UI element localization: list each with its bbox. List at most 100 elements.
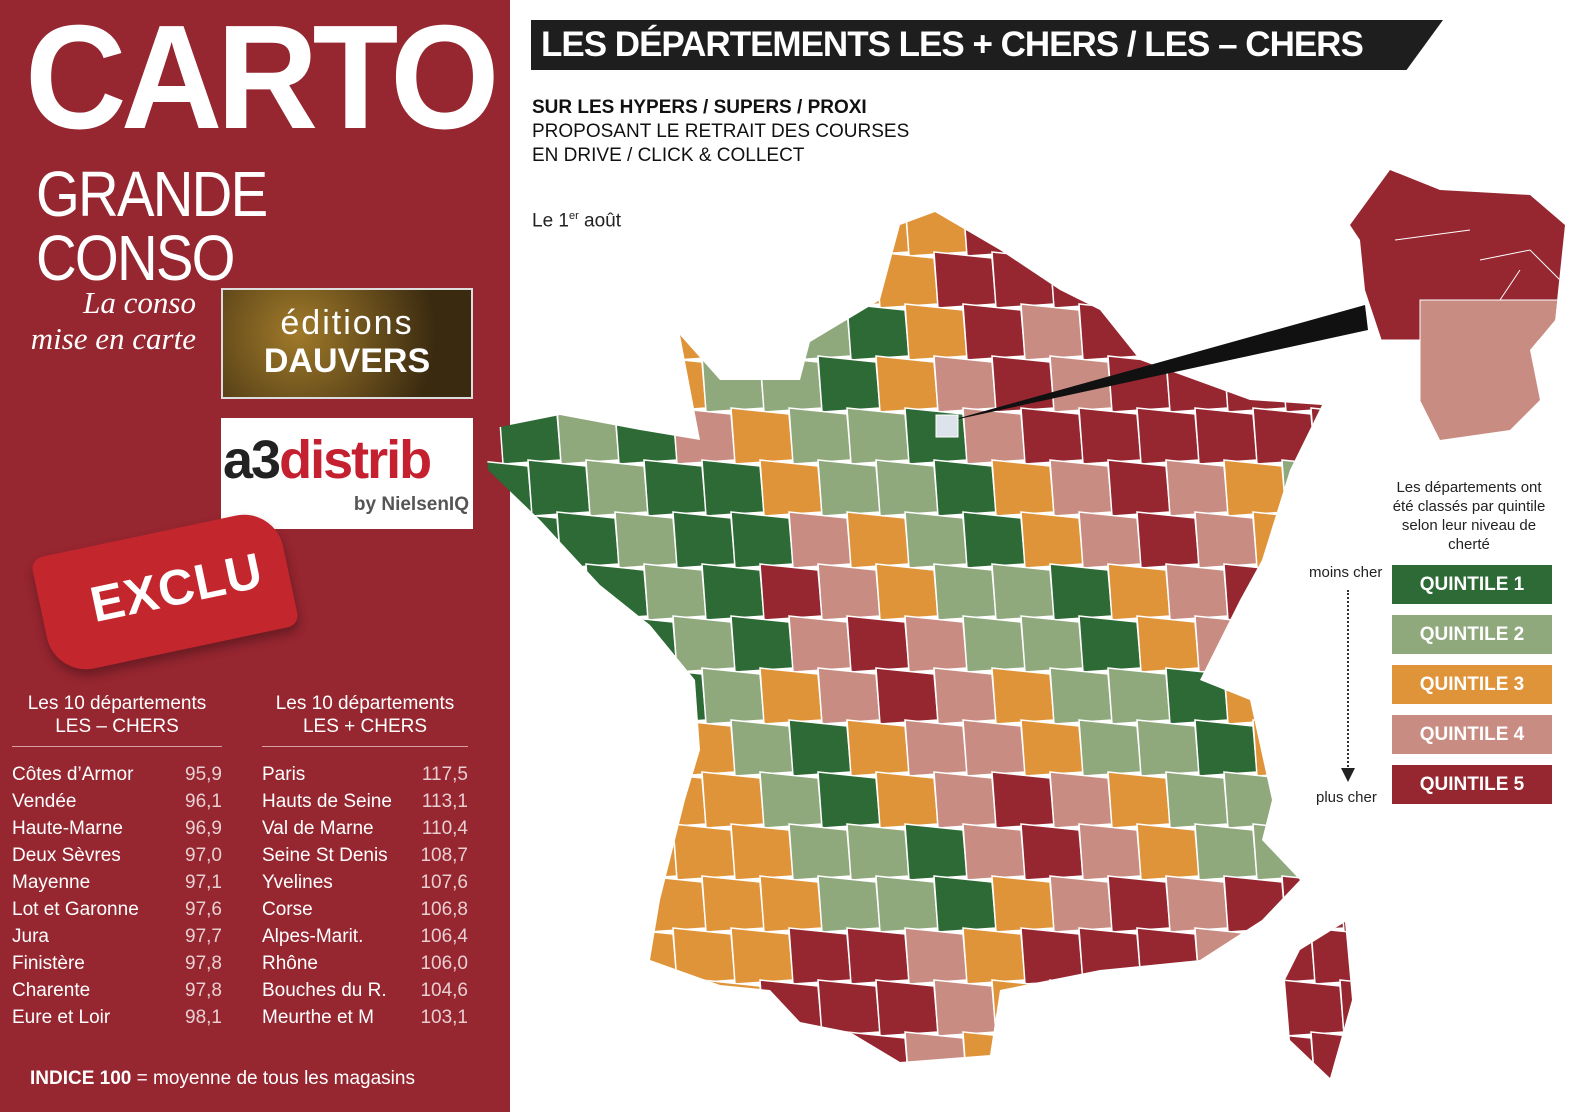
department-index: 104,6 (420, 980, 468, 1001)
department (933, 459, 997, 517)
department (875, 875, 939, 933)
department (1281, 355, 1345, 413)
department (498, 823, 562, 881)
department (614, 407, 678, 465)
department (846, 615, 910, 673)
department (1165, 459, 1229, 517)
department (962, 1031, 1026, 1078)
table-row: Jura 97,7 (12, 925, 222, 952)
department (585, 355, 649, 413)
department (1107, 771, 1171, 829)
department (730, 212, 794, 257)
department (1165, 979, 1229, 1037)
department (643, 771, 707, 829)
department (962, 407, 1026, 465)
department (759, 355, 823, 413)
legend-top-label: moins cher (1309, 564, 1383, 581)
most-expensive-heading: Les 10 départements LES + CHERS (262, 692, 468, 747)
department (1020, 615, 1084, 673)
department (1020, 212, 1084, 257)
department-name: Finistère (12, 953, 85, 974)
department (1369, 1032, 1431, 1088)
department (788, 615, 852, 673)
department (817, 875, 881, 933)
department (672, 1031, 736, 1078)
department (1252, 615, 1316, 673)
legend-bottom-label: plus cher (1316, 789, 1377, 806)
a3distrib-logo: a3distrib by NielsenIQ (221, 418, 473, 529)
department (817, 459, 881, 517)
department (991, 563, 1055, 621)
department (1252, 823, 1316, 881)
department (1078, 407, 1142, 465)
department (1310, 511, 1352, 569)
department (904, 511, 968, 569)
department (643, 459, 707, 517)
department (846, 1031, 910, 1078)
department (759, 563, 823, 621)
department (1049, 771, 1113, 829)
department-index: 107,6 (420, 872, 468, 893)
department (875, 355, 939, 413)
table-row: Deux Sèvres 97,0 (12, 844, 222, 871)
department (846, 823, 910, 881)
brand-subtitle: GRANDE CONSO (36, 158, 268, 294)
dauvers-logo-line1: éditions (280, 304, 414, 342)
department (1020, 927, 1084, 985)
department (730, 303, 794, 361)
department (614, 823, 678, 881)
most-expensive-table: Les 10 départements LES + CHERS Paris 117,… (262, 692, 468, 1033)
department (1194, 407, 1258, 465)
department (1252, 212, 1316, 257)
department (1136, 719, 1200, 777)
department-index: 110,4 (421, 818, 468, 839)
department (498, 407, 562, 465)
left-panel: CARTO GRANDE CONSO La conso mise en carte… (0, 0, 510, 1112)
paris-inset (1350, 170, 1565, 440)
department (1339, 355, 1352, 413)
department (1282, 1084, 1344, 1112)
table-row: Charente 97,8 (12, 979, 222, 1006)
department (759, 667, 823, 725)
department (485, 979, 533, 1037)
department (1165, 875, 1229, 933)
department (701, 771, 765, 829)
department (1136, 407, 1200, 465)
department (1223, 355, 1287, 413)
department (1281, 251, 1345, 309)
department (672, 511, 736, 569)
department-name: Alpes-Marit. (262, 926, 364, 947)
legend-quintile-1: QUINTILE 1 (1392, 565, 1552, 604)
brand-title: CARTO (25, 0, 500, 160)
department (991, 771, 1055, 829)
department (1281, 459, 1345, 517)
department (1165, 251, 1229, 309)
department (1339, 979, 1352, 1037)
department (759, 875, 823, 933)
table-row: Bouches du R. 104,6 (262, 979, 468, 1006)
department-name: Hauts de Seine (262, 791, 392, 812)
department (1136, 1031, 1200, 1078)
department (875, 563, 939, 621)
department (527, 875, 591, 933)
department (1281, 979, 1345, 1037)
department (875, 667, 939, 725)
department (556, 212, 620, 257)
department (788, 927, 852, 985)
department (672, 303, 736, 361)
department-index: 108,7 (420, 845, 468, 866)
department (585, 667, 649, 725)
department (1020, 1031, 1084, 1078)
department (1136, 511, 1200, 569)
department (730, 511, 794, 569)
department (498, 212, 562, 257)
department (498, 927, 562, 985)
table-row: Haute-Marne 96,9 (12, 817, 222, 844)
department (1078, 1031, 1142, 1078)
department (759, 459, 823, 517)
department-name: Lot et Garonne (12, 899, 139, 920)
department (1369, 824, 1431, 880)
department (730, 927, 794, 985)
legend-arrow (1347, 590, 1349, 770)
table-row: Rhône 106,0 (262, 952, 468, 979)
